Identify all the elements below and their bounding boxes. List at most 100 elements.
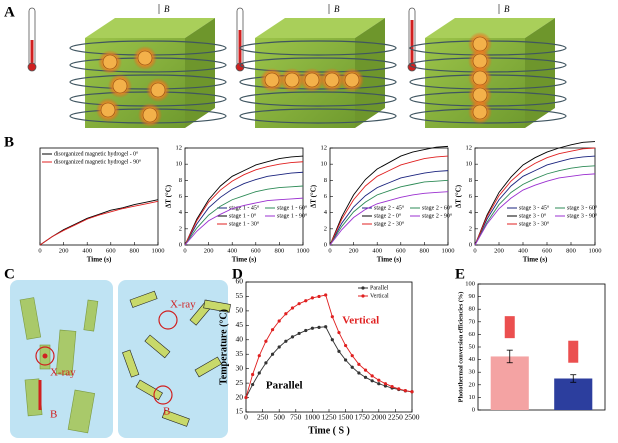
cube-top <box>85 18 215 38</box>
crystal <box>144 334 171 359</box>
x-tick-label: 400 <box>372 247 382 254</box>
series-line <box>329 170 449 246</box>
particle <box>100 102 116 118</box>
x-axis-label: Time ( S ) <box>308 425 350 436</box>
x-tick-label: 400 <box>227 247 237 254</box>
series-marker <box>377 378 381 382</box>
series-marker <box>297 331 301 336</box>
plot-frame <box>184 147 304 246</box>
series-line <box>184 197 304 246</box>
y-axis-label: ΔT (°C) <box>310 184 318 208</box>
series-marker <box>317 325 321 329</box>
series-marker <box>324 325 328 329</box>
legend-label: stage 2 - 0° <box>374 212 402 219</box>
x-tick-label: 200 <box>59 247 69 254</box>
particle <box>344 72 360 88</box>
particle <box>472 70 488 86</box>
field-label: B <box>504 4 510 14</box>
y-axis-label: Photothermal conversion efficiencies (%) <box>457 292 464 403</box>
y-tick-label: 2 <box>324 225 327 232</box>
x-tick-label: 1000 <box>442 247 455 254</box>
legend-marker <box>361 286 365 290</box>
particle <box>472 87 488 103</box>
y-tick-label: 60 <box>469 331 476 338</box>
field-label: B <box>334 4 340 14</box>
x-tick-label: 600 <box>542 247 552 254</box>
series-marker <box>403 389 407 393</box>
crystal <box>122 349 140 378</box>
series-line <box>474 173 596 246</box>
series-marker <box>397 387 401 391</box>
series-marker <box>284 312 288 316</box>
cube-side <box>525 18 555 128</box>
x-tick-label: 2250 <box>388 413 403 422</box>
series-marker <box>277 345 281 349</box>
series-marker <box>317 294 321 299</box>
crystal <box>194 356 222 378</box>
y-tick-label: 70 <box>469 318 476 325</box>
y-tick-label: 55 <box>236 291 244 300</box>
legend-label: stage 3 - 30° <box>519 220 550 227</box>
series-marker <box>330 315 334 319</box>
series-line <box>184 185 304 246</box>
x-tick-label: 1000 <box>589 247 602 254</box>
xray-mark <box>35 346 55 366</box>
x-tick-label: 800 <box>130 247 140 254</box>
x-tick-label: 1250 <box>322 413 337 422</box>
legend-label: disorganized magnetic hydrogel - 0° <box>54 150 139 157</box>
series-marker <box>310 296 314 300</box>
x-tick-label: 800 <box>275 247 285 254</box>
legend-label: stage 3 - 0° <box>519 212 547 219</box>
y-axis-label: ΔT (°C) <box>455 184 463 208</box>
crystal <box>129 290 158 308</box>
series-marker <box>330 338 334 342</box>
series-marker <box>290 335 295 339</box>
y-tick-label: 20 <box>236 392 244 401</box>
field-label: B <box>164 4 170 14</box>
y-tick-label: 0 <box>469 241 472 248</box>
series-marker <box>383 384 388 388</box>
x-tick-label: 600 <box>396 247 406 254</box>
series-marker <box>324 293 328 297</box>
series-marker <box>257 354 261 358</box>
particle <box>472 36 488 52</box>
legend-label: stage 3 - 45° <box>519 204 550 211</box>
b-mark <box>153 385 173 405</box>
series-marker <box>383 382 388 386</box>
x-tick-label: 0 <box>38 247 41 254</box>
series-line <box>329 155 449 246</box>
y-tick-label: 10 <box>466 161 473 168</box>
x-tick-label: 200 <box>494 247 504 254</box>
y-tick-label: 0 <box>324 241 327 248</box>
series-marker <box>257 371 261 375</box>
x-tick-label: 800 <box>420 247 430 254</box>
y-tick-label: 100 <box>465 280 475 287</box>
crystal <box>55 329 77 376</box>
series-marker <box>350 354 354 358</box>
series-line <box>329 145 449 246</box>
thermometer-bulb <box>27 62 37 72</box>
series-line <box>474 141 596 246</box>
legend-label: Vertical <box>370 293 389 299</box>
y-tick-label: 50 <box>236 306 244 315</box>
bar <box>554 378 593 410</box>
y-tick-label: 6 <box>324 193 328 200</box>
crystal <box>161 409 190 427</box>
crystal <box>67 389 96 434</box>
y-tick-label: 6 <box>179 193 183 200</box>
coil <box>239 108 397 124</box>
x-axis-label: Time (s) <box>523 256 548 264</box>
xray-mark <box>158 310 178 330</box>
annotation: Vertical <box>342 315 379 327</box>
y-tick-label: 40 <box>236 334 244 343</box>
x-axis-label: Time (s) <box>232 256 257 264</box>
series-marker <box>310 326 314 330</box>
series-marker <box>370 379 374 383</box>
x-tick-label: 200 <box>204 247 214 254</box>
x-tick-label: 1750 <box>355 413 370 422</box>
series-line <box>474 147 596 246</box>
x-tick-label: 1000 <box>297 247 310 254</box>
plot-frame <box>39 147 159 246</box>
y-tick-label: 0 <box>179 241 182 248</box>
y-tick-label: 12 <box>466 144 473 151</box>
